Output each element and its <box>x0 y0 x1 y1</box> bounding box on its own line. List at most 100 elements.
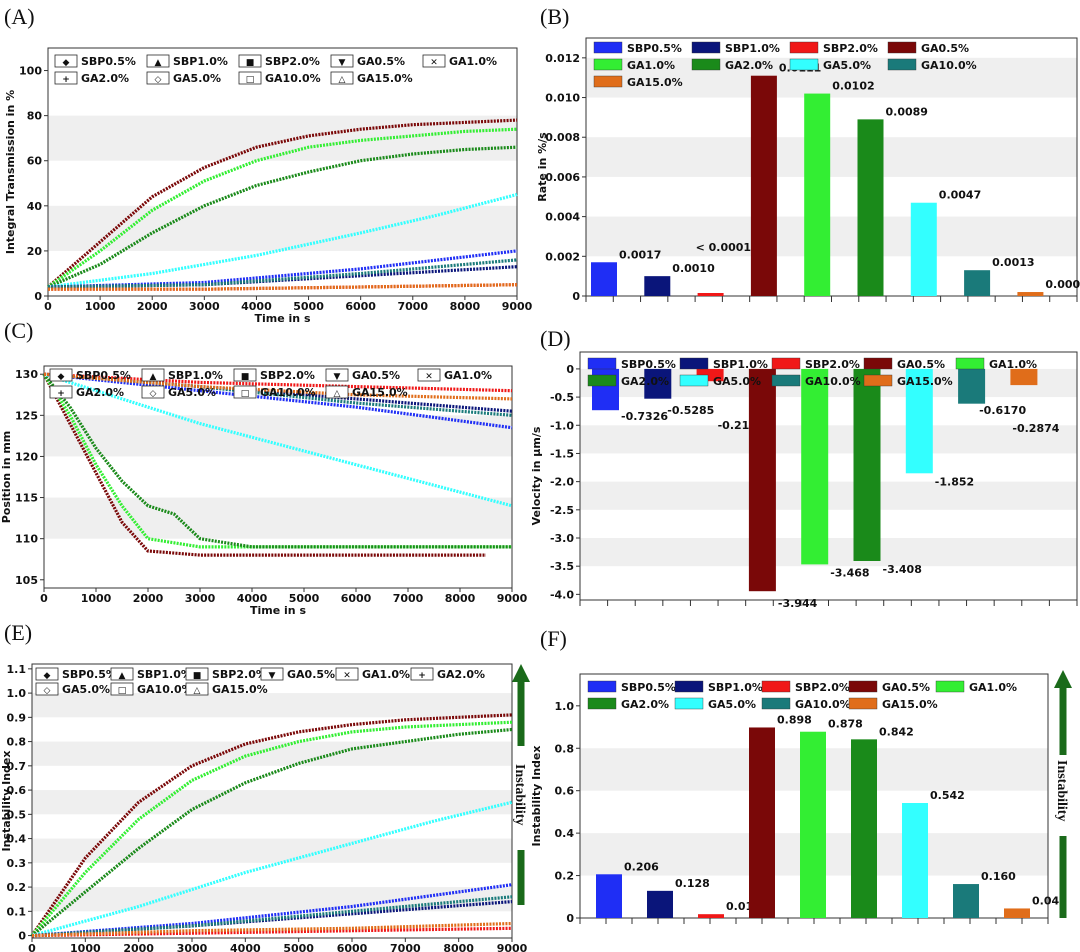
y-tick-label: 0.4 <box>7 833 27 846</box>
legend-marker-ga0-5pct: ▼ <box>269 671 276 681</box>
y-axis-label: Instability Index <box>0 751 13 852</box>
legend-marker-sbp0-5pct: ◆ <box>44 671 51 681</box>
grid-band <box>580 425 1077 454</box>
legend-label-ga0-5pct: GA0.5% <box>352 369 400 382</box>
legend-label-ga1-0pct: GA1.0% <box>449 55 497 68</box>
legend-marker-sbp2-0pct: ■ <box>193 671 202 681</box>
x-tick-label: 9000 <box>497 942 528 952</box>
y-tick-label: 0.8 <box>555 742 575 755</box>
legend-label-ga2-0pct: GA2.0% <box>621 698 669 711</box>
y-tick-label: 0 <box>34 290 42 303</box>
x-tick-label: 6000 <box>341 592 372 605</box>
legend-box-ga0-5pct <box>260 667 284 681</box>
legend-label-sbp1-0pct: SBP1.0% <box>137 668 192 681</box>
y-tick-label: 110 <box>15 533 38 546</box>
panel-label-d: (D) <box>540 326 571 351</box>
legend-swatch-sbp2-0pct <box>761 680 791 693</box>
legend-box-ga0-5pct <box>325 368 349 382</box>
legend-label-ga15-0pct: GA15.0% <box>212 683 268 696</box>
y-tick-label: -3.5 <box>550 560 574 573</box>
panel-c-line-chart: 105 110 115 120 125 130 0 1000 2000 3000 4000 5000 6… <box>0 365 528 617</box>
x-tick-label: 1000 <box>81 592 112 605</box>
legend-swatch-ga15-0pct <box>593 75 623 88</box>
series-line-ga2-0pct <box>30 727 513 937</box>
bar-ga2-0pct <box>853 368 881 561</box>
data-label-ga10-0pct: 0.0013 <box>992 256 1034 269</box>
grid-band <box>586 57 1077 98</box>
legend-label-ga2-0pct: GA2.0% <box>621 375 669 388</box>
legend-label-sbp1-0pct: SBP1.0% <box>713 358 768 371</box>
y-tick-label: 0.7 <box>7 760 27 773</box>
legend-marker-ga15-0pct: △ <box>194 686 201 696</box>
legend-marker-ga10-0pct: □ <box>246 75 255 85</box>
legend-box-ga2-0pct <box>54 71 78 85</box>
series-line-ga10-0pct <box>47 258 518 289</box>
y-tick-label: 0.4 <box>555 827 575 840</box>
panel-label-f: (F) <box>540 626 567 651</box>
data-label-sbp0-5pct: 0.0017 <box>619 248 661 261</box>
legend-box-ga10-0pct <box>238 71 262 85</box>
bar-sbp2-0pct <box>698 914 724 918</box>
y-axis-label: Integral Transmission in % <box>4 90 17 254</box>
legend-label-ga5-0pct: GA5.0% <box>173 72 221 85</box>
x-tick-label: 9000 <box>502 300 533 313</box>
panel-label-b: (B) <box>540 4 569 29</box>
y-tick-label: -1.0 <box>550 419 574 432</box>
legend-box-ga2-0pct <box>410 667 434 681</box>
legend-box-sbp2-0pct <box>233 368 257 382</box>
legend-swatch-ga10-0pct <box>761 697 791 710</box>
legend-swatch-sbp0-5pct <box>593 41 623 54</box>
panel-label-a: (A) <box>4 4 35 29</box>
legend-marker-ga0-5pct: ▼ <box>339 58 346 68</box>
legend-label-ga2-0pct: GA2.0% <box>81 72 129 85</box>
legend-label-ga0-5pct: GA0.5% <box>882 681 930 694</box>
plot-frame <box>47 47 518 297</box>
data-label-ga15-0pct: 0.045 <box>1032 894 1067 907</box>
bar-ga15-0pct <box>1017 292 1044 296</box>
legend-label-ga1-0pct: GA1.0% <box>969 681 1017 694</box>
legend-label-ga0-5pct: GA0.5% <box>897 358 945 371</box>
y-tick-label: 0 <box>566 363 574 376</box>
y-tick-label: 0.006 <box>545 171 580 184</box>
grid-band <box>32 887 512 912</box>
legend-marker-ga10-0pct: □ <box>118 686 127 696</box>
bar-ga5-0pct <box>905 368 933 474</box>
data-label-ga1-0pct: 0.0102 <box>832 80 874 93</box>
x-axis-label: Time in s <box>250 604 306 617</box>
x-tick-label: 2000 <box>133 592 164 605</box>
series-line-ga15-0pct <box>43 372 513 401</box>
y-tick-label: -2.5 <box>550 504 574 517</box>
legend-label-sbp0-5pct: SBP0.5% <box>81 55 136 68</box>
bar-ga0-5pct <box>748 368 776 592</box>
legend-swatch-ga5-0pct <box>679 374 709 387</box>
legend-box-ga10-0pct <box>233 385 257 399</box>
legend-marker-ga15-0pct: △ <box>334 389 341 399</box>
legend-box-sbp2-0pct <box>185 667 209 681</box>
y-tick-label: 1.1 <box>7 663 27 676</box>
legend-label-ga15-0pct: GA15.0% <box>352 386 408 399</box>
data-label-ga1-0pct: -3.468 <box>830 566 869 579</box>
y-tick-label: 0.1 <box>7 905 27 918</box>
legend-label-ga10-0pct: GA10.0% <box>265 72 321 85</box>
legend-box-ga15-0pct <box>185 682 209 696</box>
bar-sbp1-0pct <box>644 368 672 399</box>
legend-marker-sbp1-0pct: ▲ <box>119 671 126 681</box>
bar-sbp0-5pct <box>591 262 617 296</box>
legend-swatch-sbp1-0pct <box>679 357 709 370</box>
data-label-ga2-0pct: 0.0089 <box>886 105 928 118</box>
legend-label-ga5-0pct: GA5.0% <box>823 59 871 72</box>
x-tick-label: 3000 <box>185 592 216 605</box>
legend-swatch-ga0-5pct <box>848 680 878 693</box>
y-tick-label: 0.3 <box>7 857 27 870</box>
x-axis-label: Time in s <box>254 312 310 325</box>
x-tick-label: 2000 <box>137 300 168 313</box>
grid-band <box>44 415 512 457</box>
x-tick-label: 0 <box>28 942 36 952</box>
legend-marker-sbp0-5pct: ◆ <box>58 372 65 382</box>
plot-frame <box>43 365 513 589</box>
y-tick-label: 0 <box>18 930 26 943</box>
y-tick-label: 0 <box>566 912 574 925</box>
grid-band <box>586 216 1077 257</box>
legend-box-ga15-0pct <box>325 385 349 399</box>
grid-band <box>580 538 1077 567</box>
